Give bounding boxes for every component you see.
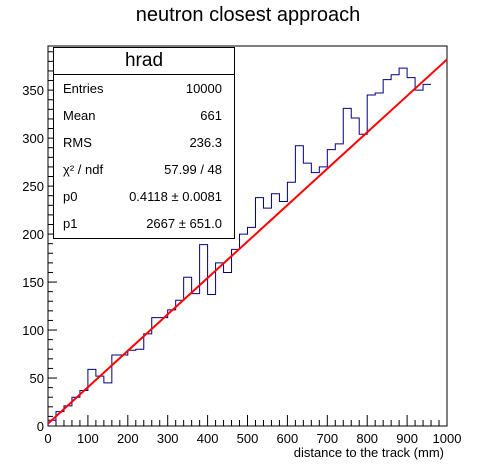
- x-tick-label: 200: [117, 431, 139, 446]
- y-tick-label: 150: [22, 275, 44, 290]
- stats-key: RMS: [63, 135, 92, 150]
- stats-key: p1: [63, 216, 77, 231]
- stats-title: hrad: [54, 48, 234, 75]
- x-tick-label: 800: [356, 431, 378, 446]
- x-tick-label: 500: [237, 431, 259, 446]
- stats-row: p0 0.4118 ± 0.0081: [54, 189, 234, 209]
- x-tick-label: 300: [157, 431, 179, 446]
- stats-row: RMS 236.3: [54, 135, 234, 155]
- stats-row: p1 2667 ± 651.0: [54, 216, 234, 236]
- y-tick-label: 350: [22, 83, 44, 98]
- stats-key: Mean: [63, 108, 96, 123]
- y-tick-label: 50: [30, 371, 44, 386]
- stats-row: χ² / ndf 57.99 / 48: [54, 162, 234, 182]
- y-tick-label: 100: [22, 323, 44, 338]
- stats-key: Entries: [63, 81, 103, 96]
- x-tick-label: 0: [44, 431, 51, 446]
- x-tick-label: 100: [77, 431, 99, 446]
- y-tick-label: 300: [22, 131, 44, 146]
- x-tick-label: 600: [277, 431, 299, 446]
- stats-row: Entries 10000: [54, 81, 234, 101]
- stats-value: 57.99 / 48: [164, 162, 222, 177]
- y-tick-label: 0: [37, 419, 44, 434]
- x-tick-label: 700: [316, 431, 338, 446]
- stats-key: p0: [63, 189, 77, 204]
- stats-box: hrad Entries 10000 Mean 661 RMS 236.3 χ² / ndf…: [53, 47, 235, 239]
- stats-value: 236.3: [189, 135, 222, 150]
- y-axis: 0 50 100 150 200 250 300 350: [22, 52, 57, 434]
- stats-key: χ² / ndf: [63, 162, 103, 177]
- stats-row: Mean 661: [54, 108, 234, 128]
- stats-value: 0.4118 ± 0.0081: [129, 189, 222, 204]
- stats-value: 2667 ± 651.0: [146, 216, 222, 231]
- x-tick-label: 1000: [433, 431, 462, 446]
- x-axis-label: distance to the track (mm): [294, 445, 444, 460]
- x-tick-label: 400: [197, 431, 219, 446]
- stats-value: 661: [200, 108, 222, 123]
- y-tick-label: 250: [22, 179, 44, 194]
- stats-value: 10000: [186, 81, 222, 96]
- x-axis: 0 100 200 300 400 500 600 700 800 900 1000: [44, 415, 461, 446]
- y-tick-label: 200: [22, 227, 44, 242]
- x-tick-label: 900: [396, 431, 418, 446]
